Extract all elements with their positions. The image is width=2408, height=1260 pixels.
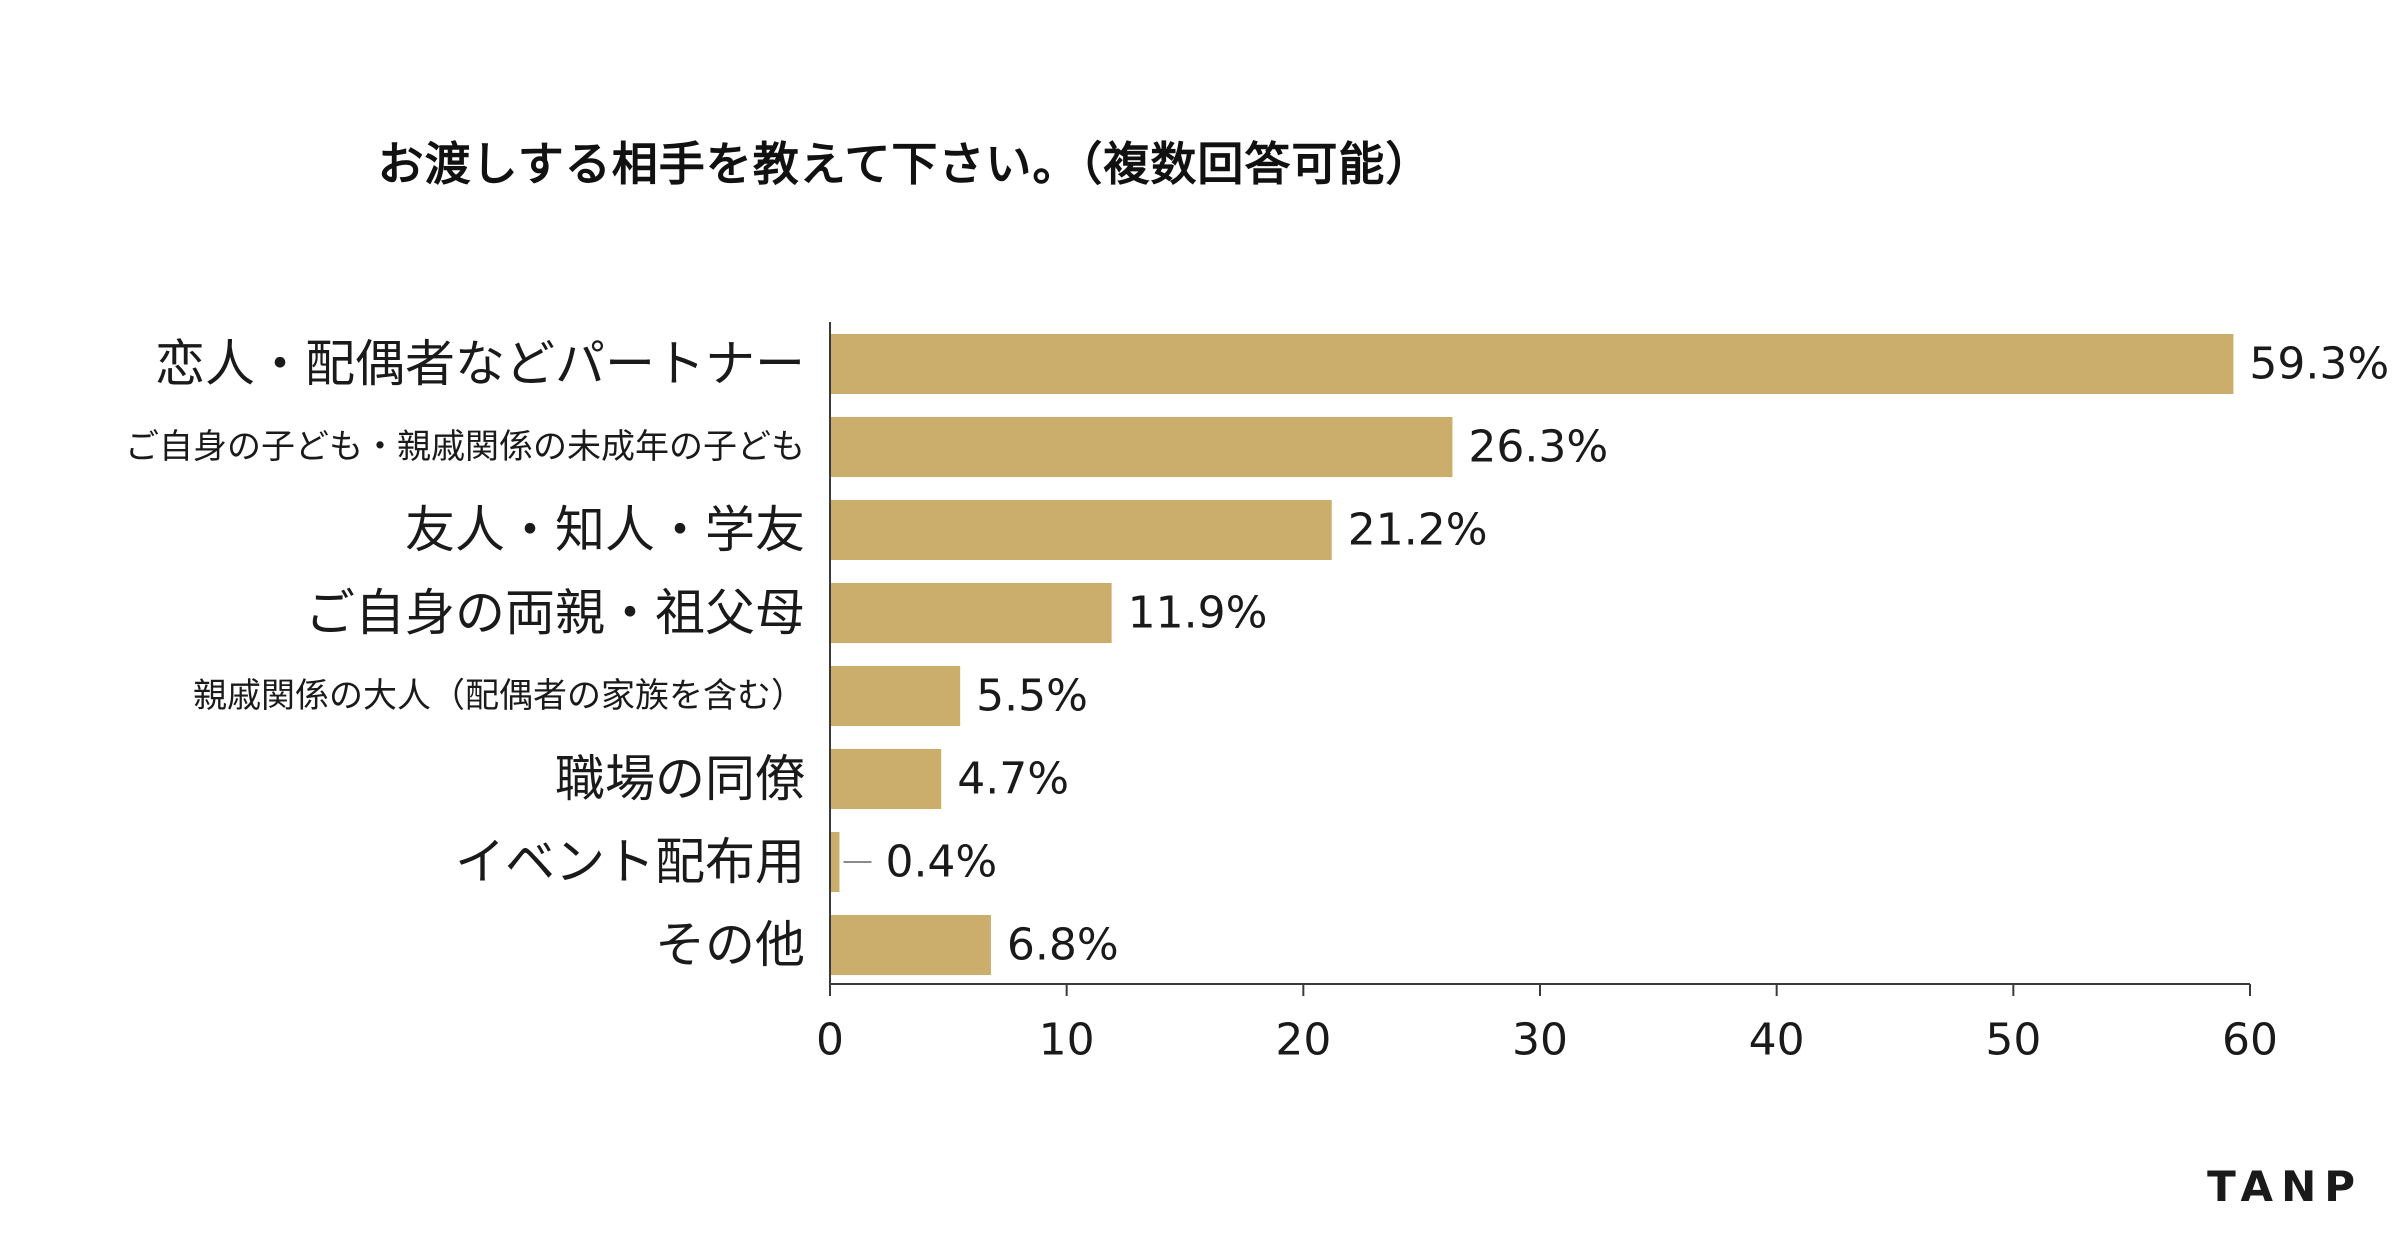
value-label: 11.9% (1128, 588, 1268, 639)
bar (830, 417, 1453, 477)
bar (830, 666, 961, 726)
category-label: 親戚関係の大人（配偶者の家族を含む） (193, 676, 805, 716)
bar (830, 583, 1112, 643)
x-tick-label: 40 (1749, 1015, 1805, 1066)
x-tick-label: 50 (1985, 1015, 2041, 1066)
value-label: 26.3% (1468, 422, 1608, 473)
x-tick-label: 20 (1275, 1015, 1331, 1066)
category-label: イベント配布用 (455, 833, 805, 891)
value-label: 0.4% (885, 837, 997, 888)
category-label: ご自身の子ども・親戚関係の未成年の子ども (125, 427, 805, 467)
category-label: その他 (655, 916, 805, 974)
bar (830, 500, 1332, 560)
tanp-logo: TANP (2207, 1162, 2363, 1211)
value-label: 21.2% (1348, 505, 1488, 556)
x-tick-label: 60 (2222, 1015, 2278, 1066)
value-label: 6.8% (1007, 920, 1119, 971)
bar (830, 334, 2234, 394)
chart-title: お渡しする相手を教えて下さい。（複数回答可能） (377, 137, 1433, 191)
category-label: 友人・知人・学友 (405, 501, 805, 559)
category-label: 職場の同僚 (555, 750, 805, 808)
x-tick-label: 10 (1039, 1015, 1095, 1066)
value-label: 5.5% (976, 671, 1088, 722)
bar (830, 832, 840, 892)
bar (830, 915, 991, 975)
category-label: ご自身の両親・祖父母 (305, 584, 805, 642)
x-tick-label: 30 (1512, 1015, 1568, 1066)
value-label: 59.3% (2249, 339, 2389, 390)
value-label: 4.7% (957, 754, 1069, 805)
category-label: 恋人・配偶者などパートナー (155, 335, 805, 393)
bar (830, 749, 942, 809)
x-tick-label: 0 (816, 1015, 844, 1066)
